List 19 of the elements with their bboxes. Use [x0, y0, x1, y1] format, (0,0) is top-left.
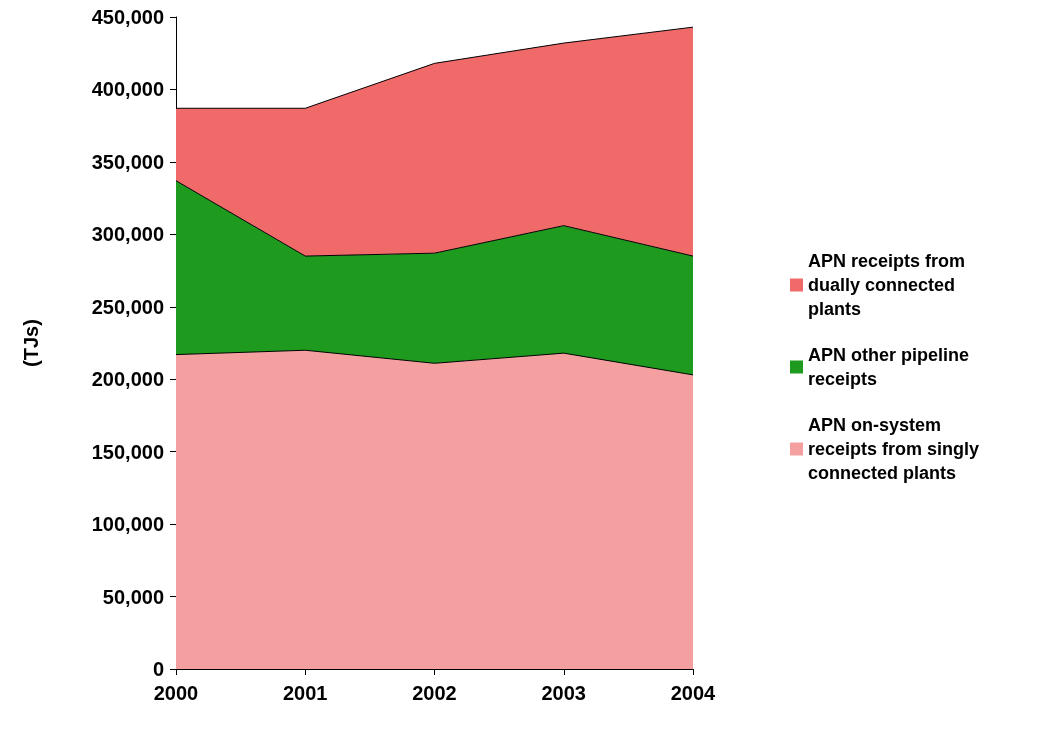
y-tick-label: 350,000	[91, 150, 164, 173]
y-axis-title: (TJs)	[20, 319, 42, 367]
legend-label: APN receipts from dually connected plants	[808, 251, 971, 319]
y-tick-label: 300,000	[91, 223, 164, 246]
y-tick-label: 150,000	[91, 440, 164, 463]
y-tick-label: 200,000	[91, 368, 164, 391]
y-tick-label: 50,000	[102, 585, 164, 608]
x-tick-label: 2002	[412, 682, 457, 704]
x-tick-label: 2000	[153, 682, 199, 704]
x-tick-label: 2001	[283, 682, 328, 704]
x-tick-label: 2004	[670, 682, 717, 704]
x-tick-label: 2003	[541, 682, 586, 704]
legend-label: APN other pipeline receipts	[808, 345, 975, 389]
y-tick-label: 400,000	[91, 78, 164, 101]
legend-label: APN on-system receipts from singly connected plants	[808, 415, 985, 483]
y-tick-label: 250,000	[91, 295, 164, 318]
y-tick-label: 0	[152, 658, 164, 680]
y-tick-label: 450,000	[91, 6, 164, 28]
y-tick-label: 100,000	[91, 513, 164, 536]
